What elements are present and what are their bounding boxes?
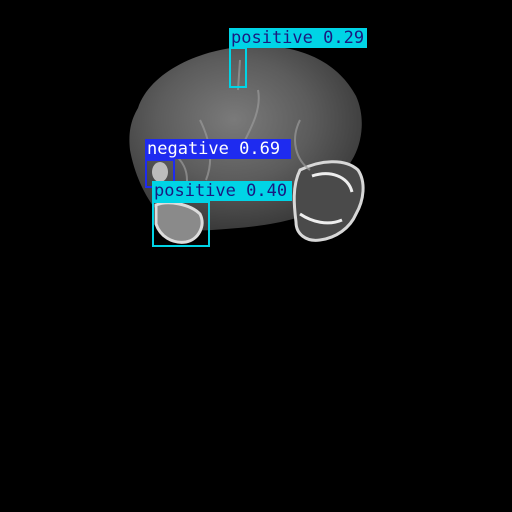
detection-label-positive-1: positive 0.29	[229, 28, 367, 48]
detection-box-positive-2	[152, 201, 210, 247]
bright-spot	[152, 162, 168, 182]
bright-region-left	[154, 201, 204, 244]
detection-label-positive-2: positive 0.40	[152, 181, 292, 201]
detection-box-positive-1	[229, 47, 247, 88]
bright-rim	[299, 172, 354, 225]
detection-label-negative: negative 0.69	[145, 139, 291, 159]
